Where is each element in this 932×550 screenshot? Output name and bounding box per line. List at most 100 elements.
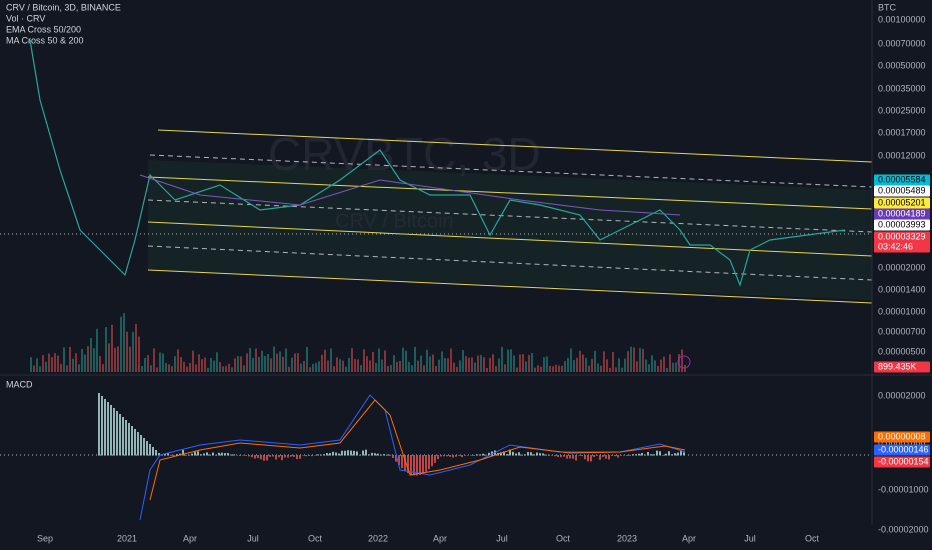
volume-bar — [51, 357, 53, 372]
histogram-bar — [677, 452, 679, 456]
volume-bar — [369, 360, 371, 372]
histogram-bar — [293, 455, 295, 457]
histogram-bar — [524, 454, 526, 456]
volume-bar — [360, 365, 362, 372]
watermark-name: CRV / Bitcoin — [335, 210, 454, 232]
volume-bar — [525, 361, 527, 372]
histogram-bar — [149, 444, 151, 456]
histogram-bar — [116, 411, 118, 456]
volume-bar — [180, 357, 182, 372]
volume-bar — [507, 349, 509, 372]
volume-bar — [405, 350, 407, 372]
histogram-bar — [359, 454, 361, 456]
histogram-bar — [221, 452, 223, 456]
volume-bar — [450, 348, 452, 372]
time-label: 2023 — [617, 533, 637, 543]
volume-bar — [441, 351, 443, 372]
price-label: 0.00017000 — [878, 127, 926, 137]
histogram-bar — [338, 453, 340, 456]
histogram-bar — [284, 455, 286, 458]
price-label: 0.00050000 — [878, 60, 926, 70]
histogram-bar — [386, 454, 388, 456]
histogram-bar — [182, 449, 184, 456]
volume-bar — [378, 348, 380, 372]
histogram-bar — [185, 454, 187, 456]
volume-bar — [174, 356, 176, 372]
price-badge-label: 0.00005201 — [878, 197, 926, 207]
histogram-bar — [224, 453, 226, 456]
volume-bar — [147, 355, 149, 372]
event-icon[interactable] — [677, 355, 691, 369]
histogram-bar — [392, 455, 394, 459]
histogram-bar — [311, 455, 313, 457]
histogram-bar — [254, 455, 256, 459]
histogram-bar — [398, 455, 400, 466]
volume-bar — [171, 366, 173, 372]
volume-bar — [78, 364, 80, 372]
legend-indicator: Vol · CRV — [6, 13, 45, 23]
axis-unit: BTC — [878, 2, 897, 12]
histogram-bar — [275, 455, 277, 460]
histogram-bar — [230, 454, 232, 456]
histogram-bar — [671, 454, 673, 456]
histogram-bar — [329, 453, 331, 456]
volume-bar — [234, 358, 236, 372]
macd-label: -0.00002000 — [878, 524, 929, 534]
volume-bar — [399, 360, 401, 372]
time-label: Oct — [805, 533, 820, 543]
volume-bar — [93, 348, 95, 372]
histogram-bar — [626, 455, 628, 456]
volume-bar — [228, 363, 230, 372]
macd-badge — [874, 444, 930, 456]
histogram-bar — [167, 453, 169, 456]
volume-bar — [198, 354, 200, 372]
histogram-bar — [236, 455, 238, 456]
volume-bar — [627, 351, 629, 372]
histogram-bar — [602, 455, 604, 457]
volume-bar — [666, 367, 668, 372]
histogram-bar — [344, 450, 346, 456]
channel-dash — [147, 245, 873, 281]
volume-bar — [186, 366, 188, 372]
volume-bar — [612, 352, 614, 372]
histogram-bar — [431, 455, 433, 467]
histogram-bar — [353, 450, 355, 456]
volume-bar — [540, 366, 542, 372]
histogram-bar — [404, 455, 406, 471]
volume-bar — [348, 357, 350, 372]
histogram-bar — [680, 450, 682, 456]
volume-bar — [651, 355, 653, 372]
histogram-bar — [389, 454, 391, 456]
histogram-bar — [332, 451, 334, 456]
histogram-bar — [407, 455, 409, 474]
histogram-bar — [482, 453, 484, 456]
volume-bar — [597, 363, 599, 372]
histogram-bar — [437, 455, 439, 460]
histogram-bar — [428, 455, 430, 470]
volume-bar — [609, 367, 611, 372]
volume-bar — [618, 358, 620, 372]
volume-bar — [675, 362, 677, 372]
volume-bar — [204, 357, 206, 372]
volume-bar — [471, 357, 473, 372]
histogram-bar — [266, 455, 268, 461]
macd-label: 0.00002000 — [878, 390, 926, 400]
volume-bar — [528, 354, 530, 372]
histogram-bar — [368, 454, 370, 456]
volume-bar — [660, 359, 662, 372]
volume-bar — [162, 353, 164, 372]
volume-bar — [489, 357, 491, 372]
volume-bar — [621, 367, 623, 372]
volume-bar — [114, 347, 116, 372]
histogram-bar — [377, 453, 379, 456]
macd-badge-label: 0.00000008 — [878, 431, 926, 441]
volume-bar — [600, 365, 602, 372]
volume-bar — [555, 364, 557, 372]
volume-bar — [543, 357, 545, 372]
volume-bar — [207, 367, 209, 372]
volume-bar — [558, 365, 560, 372]
histogram-bar — [674, 453, 676, 456]
histogram-bar — [440, 455, 442, 457]
histogram-bar — [461, 455, 463, 458]
histogram-bar — [128, 423, 130, 456]
